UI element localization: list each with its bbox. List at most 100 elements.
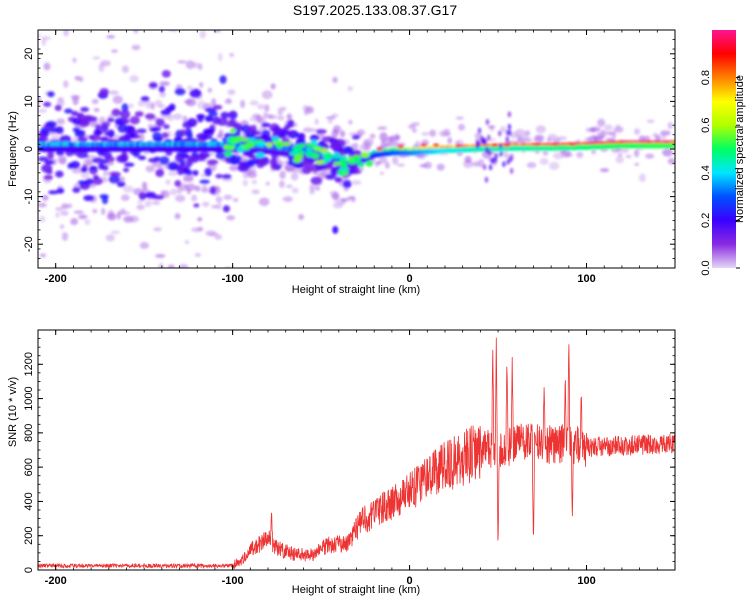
spectrogram-cell [197, 114, 204, 123]
spectrogram-cell [549, 161, 560, 171]
spectrogram-cell [80, 170, 90, 179]
spectrogram-cell [73, 210, 84, 214]
spectrogram-cell [310, 176, 323, 185]
spectrogram-cell [92, 208, 98, 214]
spectrogram-cell [112, 95, 124, 104]
spectrogram-cell [261, 122, 271, 128]
spectrogram-cell [286, 184, 293, 189]
spectrogram-cell [121, 65, 130, 73]
spectrogram-cell [196, 153, 206, 162]
spectrogram-cell [330, 140, 341, 150]
spectrogram-cell [613, 126, 624, 133]
spectrogram-cell [38, 202, 47, 208]
spectrogram-cell [61, 231, 69, 241]
spectrogram-cell [136, 128, 147, 134]
spectrogram-cell [420, 143, 427, 147]
spectrogram-cell [302, 161, 313, 168]
spectrogram-cell [652, 132, 659, 138]
spectrogram-cell [199, 30, 207, 39]
spectrogram-cell [182, 121, 194, 129]
spectrogram-cell [263, 111, 268, 119]
spectrogram-cell [455, 116, 464, 120]
spectrogram-cell [282, 196, 293, 202]
spectrogram-cell [159, 81, 170, 87]
spectrogram-cell [96, 286, 101, 291]
spectrogram-cell [326, 116, 336, 120]
x-tick-label: 0 [407, 273, 413, 285]
spectrogram-cell [552, 152, 564, 160]
spectrogram-cell [93, 129, 101, 137]
spectrogram-cell [224, 150, 233, 157]
spectrogram-cell [297, 149, 305, 155]
spectrogram-cell [115, 19, 119, 24]
colorbar-gradient [712, 30, 736, 268]
spectrogram-cell [127, 20, 136, 25]
spectrogram-cell [231, 137, 241, 144]
colorbar-tick-label: 0.4 [700, 165, 712, 180]
spectrogram-cell [54, 104, 62, 112]
spectrogram-cell [380, 139, 387, 143]
spectrogram-cell [611, 130, 617, 139]
spectrogram-cell [39, 253, 47, 258]
spectrogram-cell [116, 181, 126, 188]
spectrogram-cell [270, 161, 278, 171]
spectrogram-cell [284, 165, 292, 172]
spectrogram-cell [298, 132, 306, 141]
spectrogram-cell [211, 0, 222, 5]
spectrogram-cell [120, 208, 126, 215]
spectrogram-cell [482, 164, 487, 171]
spectrogram-cell [379, 171, 385, 175]
spectrogram-cell [599, 168, 610, 173]
spectrogram-cell [155, 169, 165, 177]
spectrogram-cell [315, 185, 320, 191]
spectrogram-cell [154, 99, 163, 107]
x-tick-label: -100 [222, 575, 244, 587]
spectrogram-cell [638, 173, 646, 183]
spectrogram-cell [99, 88, 110, 96]
spectrogram-cell [306, 143, 317, 148]
spectrogram-cell [233, 198, 239, 202]
spectrogram-cell [216, 133, 223, 139]
colorbar-label: Normalized spectral amplitude [734, 75, 746, 223]
spectrogram-cell [63, 80, 69, 88]
spectrogram-cell [447, 136, 453, 145]
spectrogram-cell [137, 100, 146, 107]
spectrogram-cell [78, 214, 88, 220]
spectrogram-cell [107, 129, 115, 139]
spectrogram-cell [484, 176, 489, 183]
spectrogram-cell [477, 127, 482, 134]
spectrogram-cell [213, 30, 221, 33]
spectrogram-cell [56, 187, 65, 194]
colorbar: 0.0 0.2 0.4 0.6 0.8 Normalized spectral ampl… [700, 30, 746, 276]
spectrogram-cell [332, 225, 339, 234]
spectrogram-cell [217, 53, 223, 62]
spectrogram-cell [191, 227, 201, 233]
spectrogram-cell [534, 150, 540, 154]
spectrogram-cell [352, 142, 357, 152]
spectrogram-cell [105, 234, 115, 242]
spectrogram-cell [505, 136, 510, 143]
spectrogram-cell [310, 139, 318, 144]
spectrogram-cell [59, 135, 72, 144]
spectrogram-cell [131, 44, 141, 51]
spectrogram-cell [339, 130, 346, 138]
spectrogram-cell [165, 150, 173, 156]
spectrogram-cell [43, 62, 51, 71]
spectrogram-cell [332, 152, 341, 159]
spectrogram-cell [625, 154, 632, 159]
x-tick-label: 100 [577, 575, 595, 587]
spectrogram-cell [92, 56, 101, 60]
spectrogram-cell [667, 122, 674, 130]
spectrogram-cell [305, 147, 313, 152]
spectrogram-cell [137, 199, 144, 204]
spectrogram-cell [494, 152, 498, 159]
spectrogram-cell [99, 136, 110, 142]
spectrogram-cell [204, 167, 212, 177]
spectrogram-cell [506, 158, 510, 165]
spectrogram-cell [498, 142, 503, 149]
spectrogram-cell [116, 154, 128, 163]
spectrogram-cell [121, 103, 129, 112]
colorbar-tick-label: 0.6 [700, 118, 712, 133]
spectrogram-cell [99, 194, 109, 199]
spectrogram-cell [645, 153, 655, 159]
